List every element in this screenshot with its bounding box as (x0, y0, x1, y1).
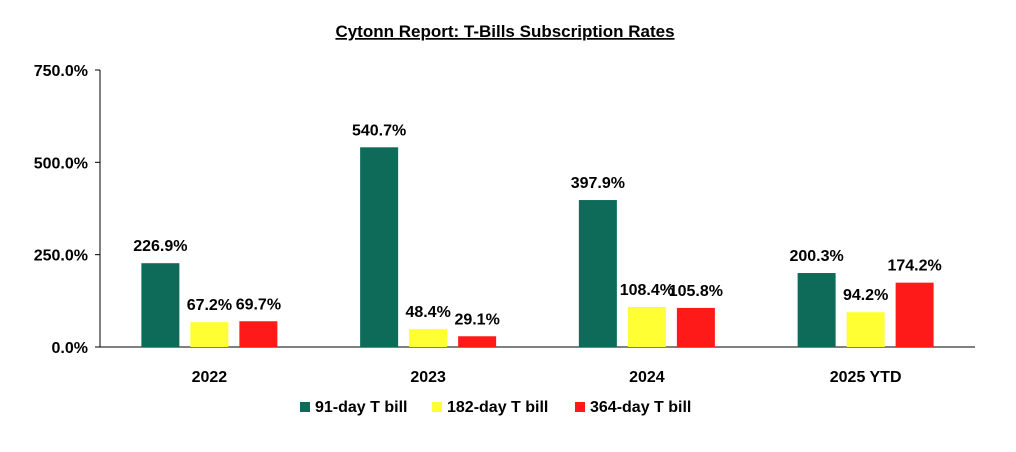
legend-label: 91-day T bill (315, 399, 407, 416)
legend-label: 182-day T bill (447, 399, 548, 416)
legend-item: 91-day T bill (300, 399, 407, 416)
legend-swatch (575, 402, 585, 412)
chart-title: Cytonn Report: T-Bills Subscription Rate… (335, 22, 674, 41)
data-label: 174.2% (887, 258, 941, 275)
y-tick-label: 750.0% (34, 63, 88, 80)
x-axis: 2022 2023 2024 2025 YTD (100, 346, 975, 386)
y-tick-label: 250.0% (34, 248, 88, 265)
legend-swatch (300, 402, 310, 412)
bar-364-day-t-bill-2025-ytd (895, 282, 934, 347)
data-label: 108.4% (620, 282, 674, 299)
data-label: 29.1% (454, 311, 499, 328)
x-category-label: 2022 (192, 369, 228, 386)
bar-182-day-t-bill-2025-ytd (846, 312, 885, 347)
data-label: 226.9% (133, 238, 187, 255)
legend-item: 364-day T bill (575, 399, 691, 416)
legend-label: 364-day T bill (590, 399, 691, 416)
bar-91-day-t-bill-2022 (141, 263, 180, 347)
legend-item: 182-day T bill (432, 399, 548, 416)
y-axis: 0.0% 250.0% 500.0% 750.0% (34, 63, 101, 357)
data-labels: 226.9% 67.2% 69.7% 540.7% 48.4% 29.1% 397.9% 10… (133, 122, 942, 328)
data-label: 67.2% (187, 297, 232, 314)
bar-91-day-t-bill-2023 (360, 147, 399, 347)
bar-182-day-t-bill-2024 (627, 306, 666, 347)
bars (141, 147, 934, 347)
bar-91-day-t-bill-2024 (578, 200, 617, 347)
data-label: 94.2% (843, 287, 888, 304)
data-label: 397.9% (571, 175, 625, 192)
bar-364-day-t-bill-2023 (458, 336, 497, 347)
x-category-label: 2023 (410, 369, 446, 386)
bar-182-day-t-bill-2022 (190, 322, 229, 347)
x-category-label: 2024 (629, 369, 665, 386)
bar-364-day-t-bill-2024 (676, 307, 715, 347)
data-label: 69.7% (236, 296, 281, 313)
data-label: 200.3% (789, 248, 843, 265)
y-tick-label: 500.0% (34, 155, 88, 172)
data-label: 48.4% (405, 304, 450, 321)
y-tick-label: 0.0% (52, 340, 88, 357)
bar-91-day-t-bill-2025-ytd (797, 273, 836, 347)
legend-swatch (432, 402, 442, 412)
bar-182-day-t-bill-2023 (409, 329, 448, 347)
legend: 91-day T bill 182-day T bill 364-day T bil… (300, 399, 691, 416)
bar-364-day-t-bill-2022 (239, 321, 278, 347)
x-category-label: 2025 YTD (830, 369, 902, 386)
data-label: 540.7% (352, 122, 406, 139)
data-label: 105.8% (669, 283, 723, 300)
